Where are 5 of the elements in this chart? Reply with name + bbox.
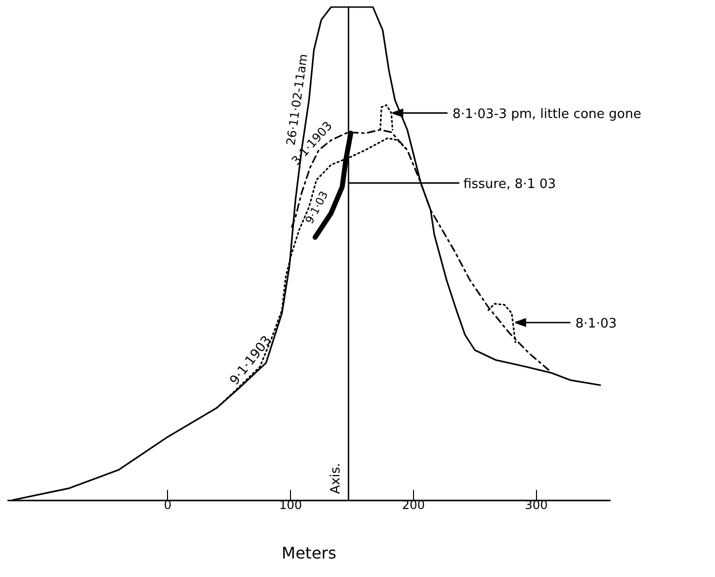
- annotation: 8·1·03-3 pm, little cone gone: [452, 106, 642, 122]
- annotation: fissure, 8·1 03: [463, 177, 556, 192]
- ref-line-label: Axis.: [328, 462, 344, 494]
- annotation: 8·1·03: [575, 316, 617, 332]
- x-axis-title: Meters: [282, 544, 336, 562]
